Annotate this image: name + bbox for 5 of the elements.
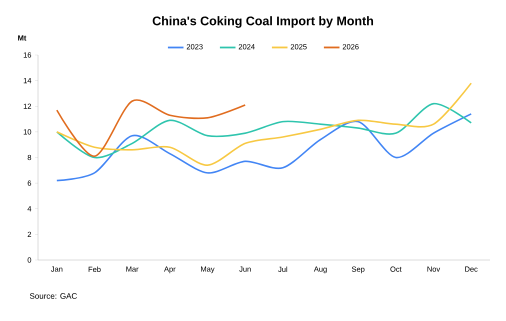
line-series [56, 82, 472, 166]
line-series [56, 113, 472, 182]
line-series [56, 102, 472, 158]
chart-title: China's Coking Coal Import by Month [152, 16, 374, 28]
line-series [56, 99, 246, 158]
